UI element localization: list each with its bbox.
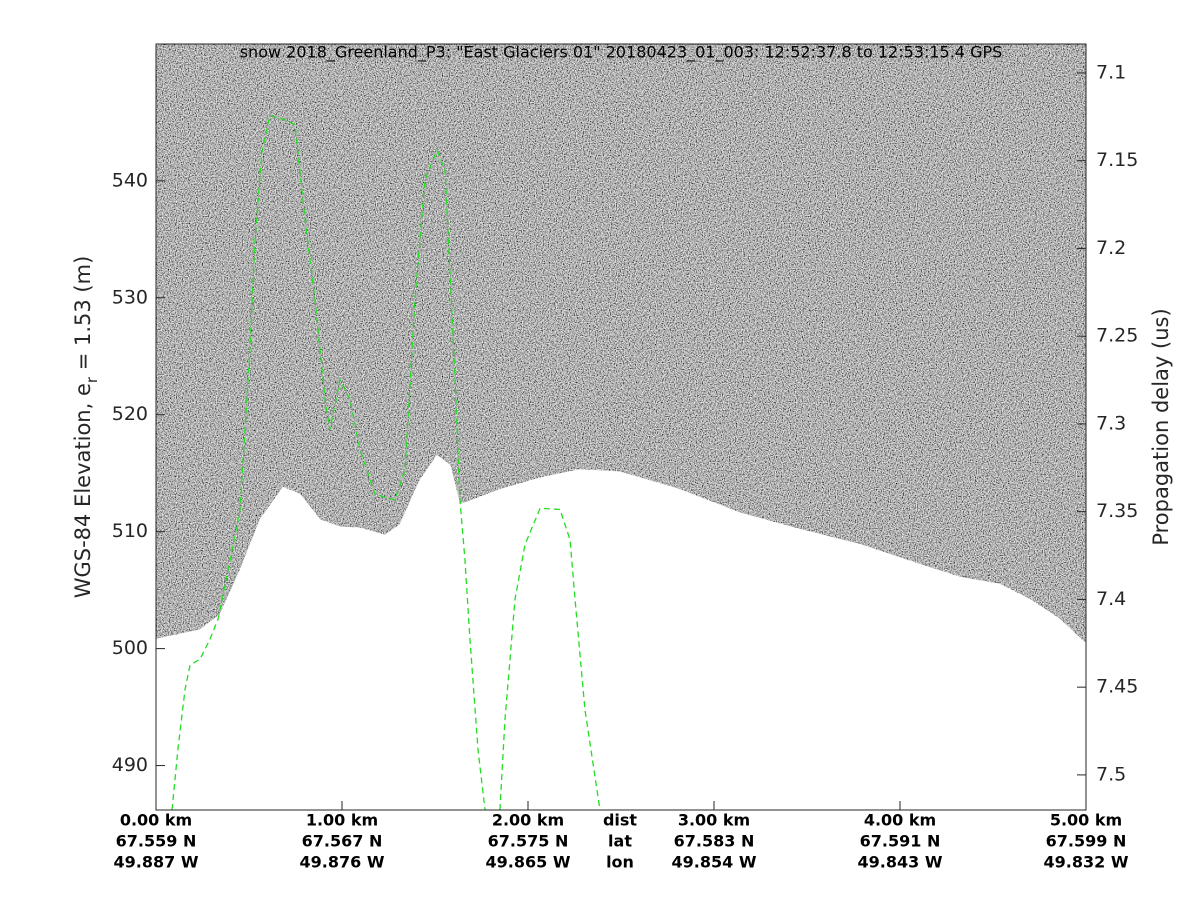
- x-tick-label: 5.00 km: [1050, 811, 1122, 830]
- x-tick-label: 2.00 km: [492, 811, 564, 830]
- y-tick-label: 510: [112, 520, 148, 542]
- x-tick-label: 0.00 km: [120, 811, 192, 830]
- lat-label: 67.583 N: [674, 832, 755, 851]
- row-name: dist: [603, 811, 637, 830]
- y2-tick-label: 7.15: [1096, 149, 1138, 171]
- y-label-subscript: r: [83, 376, 101, 383]
- y2-tick-label: 7.45: [1096, 676, 1138, 698]
- lon-label: 49.832 W: [1044, 853, 1129, 872]
- lon-label: 49.865 W: [486, 853, 571, 872]
- chart-title: snow 2018_Greenland_P3: "East Glaciers 0…: [240, 43, 1003, 63]
- y-tick-label: 490: [112, 754, 148, 776]
- lat-label: 67.575 N: [488, 832, 569, 851]
- lat-label: 67.599 N: [1046, 832, 1127, 851]
- y-tick-label: 520: [112, 403, 148, 425]
- y2-tick-label: 7.3: [1096, 412, 1126, 434]
- row-name: lat: [608, 832, 632, 851]
- y2-tick-label: 7.2: [1096, 237, 1126, 259]
- y-tick-label: 530: [112, 286, 148, 308]
- lat-label: 67.567 N: [302, 832, 383, 851]
- lat-label: 67.591 N: [860, 832, 941, 851]
- x-tick-label: 3.00 km: [678, 811, 750, 830]
- y2-tick-label: 7.25: [1096, 325, 1138, 347]
- surface-area: [156, 454, 1086, 810]
- y2-tick-label: 7.1: [1096, 61, 1126, 83]
- x-tick-label: 1.00 km: [306, 811, 378, 830]
- y2-tick-label: 7.4: [1096, 588, 1126, 610]
- x-tick-label: 4.00 km: [864, 811, 936, 830]
- plot-area: [156, 114, 1086, 810]
- axes-box: [155, 43, 1087, 811]
- lon-label: 49.843 W: [858, 853, 943, 872]
- y-tick-label: 540: [112, 169, 148, 191]
- y2-tick-label: 7.5: [1096, 763, 1126, 785]
- y-axis-label: WGS-84 Elevation, er = 1.53 (m): [71, 256, 101, 599]
- dashed-line: [171, 114, 601, 810]
- lon-label: 49.876 W: [300, 853, 385, 872]
- lon-label: 49.887 W: [114, 853, 199, 872]
- y2-axis-label: Propagation delay (us): [1149, 308, 1173, 545]
- y-tick-label: 500: [112, 637, 148, 659]
- row-name: lon: [606, 853, 634, 872]
- y-label-rest: = 1.53 (m): [71, 256, 95, 377]
- y2-tick-label: 7.35: [1096, 500, 1138, 522]
- lat-label: 67.559 N: [116, 832, 197, 851]
- lon-label: 49.854 W: [672, 853, 757, 872]
- y-label-text: WGS-84 Elevation, e: [71, 383, 95, 598]
